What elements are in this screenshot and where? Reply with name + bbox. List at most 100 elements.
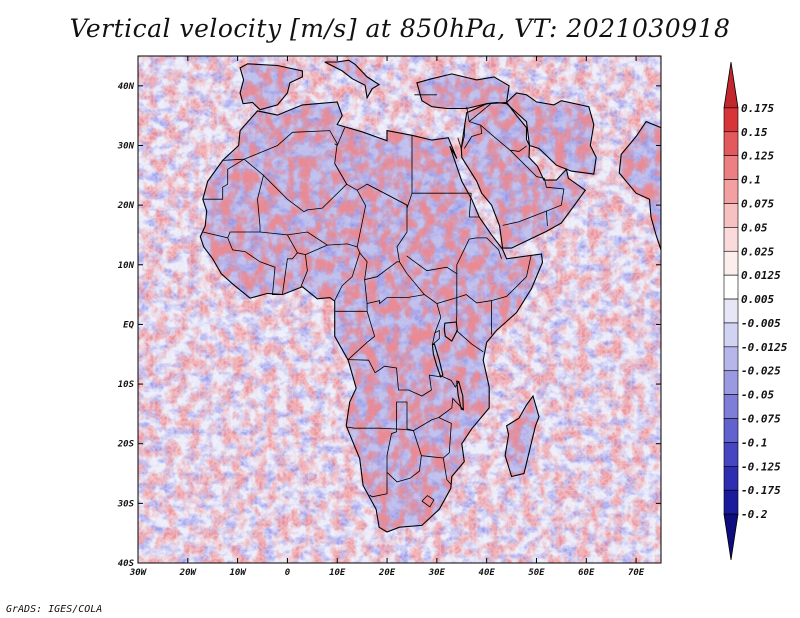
- border-2: [334, 127, 346, 147]
- colorbar-label: -0.025: [741, 365, 781, 378]
- border-4: [396, 205, 492, 335]
- colorbar-bottom-arrow: [723, 513, 739, 561]
- lon-tick-label: 70E: [628, 568, 645, 578]
- colorbar-label: 0.125: [741, 150, 774, 163]
- border-43: [509, 149, 565, 227]
- colorbar-label: -0.2: [741, 508, 768, 521]
- colorbar-label: 0.0125: [741, 269, 781, 282]
- border-8: [468, 193, 480, 218]
- colorbar-label: 0.175: [741, 102, 774, 115]
- lat-tick-label: 20N: [117, 201, 135, 211]
- colorbar-swatch: [723, 203, 739, 228]
- colorbar-swatch: [723, 418, 739, 443]
- colorbar-swatch: [723, 131, 739, 156]
- border-33: [413, 417, 452, 459]
- lat-tick-label: 30S: [117, 499, 135, 509]
- chart-title: Vertical velocity [m/s] at 850hPa, VT: 2…: [69, 14, 731, 43]
- border-29: [348, 359, 441, 397]
- border-32: [346, 426, 414, 431]
- border-18: [305, 244, 328, 255]
- border-35: [413, 430, 452, 485]
- colorbar-swatch: [723, 274, 739, 300]
- border-9: [469, 237, 502, 259]
- colorbar-label: 0.15: [741, 126, 768, 139]
- colorbar-label: 0.075: [741, 197, 774, 210]
- colorbar-swatch: [723, 179, 739, 204]
- iran-coast: [505, 92, 597, 175]
- border-42: [468, 102, 492, 122]
- colorbar-label: 0.005: [741, 293, 774, 306]
- india-coast: [618, 120, 661, 251]
- border-26: [456, 330, 484, 353]
- colorbar-swatch: [723, 346, 739, 372]
- colorbar-swatch: [723, 107, 739, 133]
- colorbar-label: -0.0125: [741, 341, 788, 354]
- border-45: [457, 125, 466, 150]
- colorbar-label: 0.05: [741, 221, 768, 234]
- border-7: [406, 255, 458, 298]
- border-44: [502, 210, 547, 226]
- colorbar-label: 0.1: [741, 174, 761, 187]
- border-38: [421, 495, 435, 508]
- border-24: [432, 303, 442, 345]
- turkey-coast: [416, 73, 510, 110]
- border-34: [438, 397, 464, 418]
- madagascar-coast: [504, 394, 540, 478]
- colorbar-label: -0.1: [741, 436, 768, 449]
- colorbar: 0.175 0.15 0.125 0.1 0.075 0.05 0.025 0.0125 0.0…: [723, 61, 788, 561]
- border-14: [227, 175, 264, 239]
- lat-tick-label: 10S: [118, 380, 135, 390]
- lat-tick-label: 30N: [117, 141, 135, 151]
- border-17: [297, 252, 308, 287]
- border-23: [347, 303, 376, 360]
- colorbar-swatch: [723, 394, 739, 419]
- lat-tick-label: 40S: [118, 559, 135, 569]
- credit-text: GrADS: IGES/COLA: [6, 604, 103, 615]
- border-31: [386, 402, 397, 473]
- border-25: [455, 297, 458, 323]
- border-13: [202, 231, 283, 295]
- iberia-coast: [239, 63, 303, 111]
- lake-malawi: [456, 380, 464, 411]
- lon-tick-label: 50E: [528, 568, 545, 578]
- border-1: [222, 158, 245, 161]
- lat-tick-label: 20S: [117, 440, 135, 450]
- colorbar-swatch: [723, 489, 739, 515]
- border-27: [439, 374, 460, 388]
- border-36: [369, 472, 388, 498]
- colorbar-label: 0.025: [741, 245, 774, 258]
- border-41: [463, 125, 483, 149]
- colorbar-swatch: [723, 322, 739, 348]
- lon-tick-label: 10E: [329, 568, 346, 578]
- border-5: [366, 183, 408, 206]
- border-10: [456, 238, 470, 274]
- lat-tick-label: 10N: [118, 261, 135, 271]
- colorbar-swatch: [723, 250, 739, 276]
- plot-frame: [137, 55, 662, 564]
- colorbar-swatch: [723, 466, 739, 491]
- colorbar-label: -0.005: [741, 317, 781, 330]
- lon-tick-label: 20W: [179, 568, 198, 578]
- colorbar-swatch: [723, 298, 739, 324]
- lon-tick-label: 40E: [479, 568, 496, 578]
- border-16: [287, 190, 367, 248]
- border-19: [334, 246, 361, 301]
- colorbar-swatch: [723, 442, 739, 467]
- lon-tick-label: 0: [285, 568, 291, 578]
- border-37: [386, 455, 422, 483]
- africa-coast: [199, 101, 544, 533]
- colorbar-label: -0.05: [741, 389, 774, 402]
- colorbar-swatch: [723, 155, 739, 180]
- colorbar-label: -0.075: [741, 413, 781, 426]
- border-30: [396, 401, 414, 431]
- colorbar-label: -0.125: [741, 460, 781, 473]
- italy-coast: [324, 59, 381, 100]
- colorbar-top-arrow: [723, 61, 739, 109]
- country-borders: [202, 94, 565, 508]
- colorbar-swatch: [723, 227, 739, 252]
- lon-tick-label: 30W: [129, 568, 148, 578]
- lat-tick-label: EQ: [123, 320, 134, 330]
- lon-tick-label: 20E: [378, 568, 396, 578]
